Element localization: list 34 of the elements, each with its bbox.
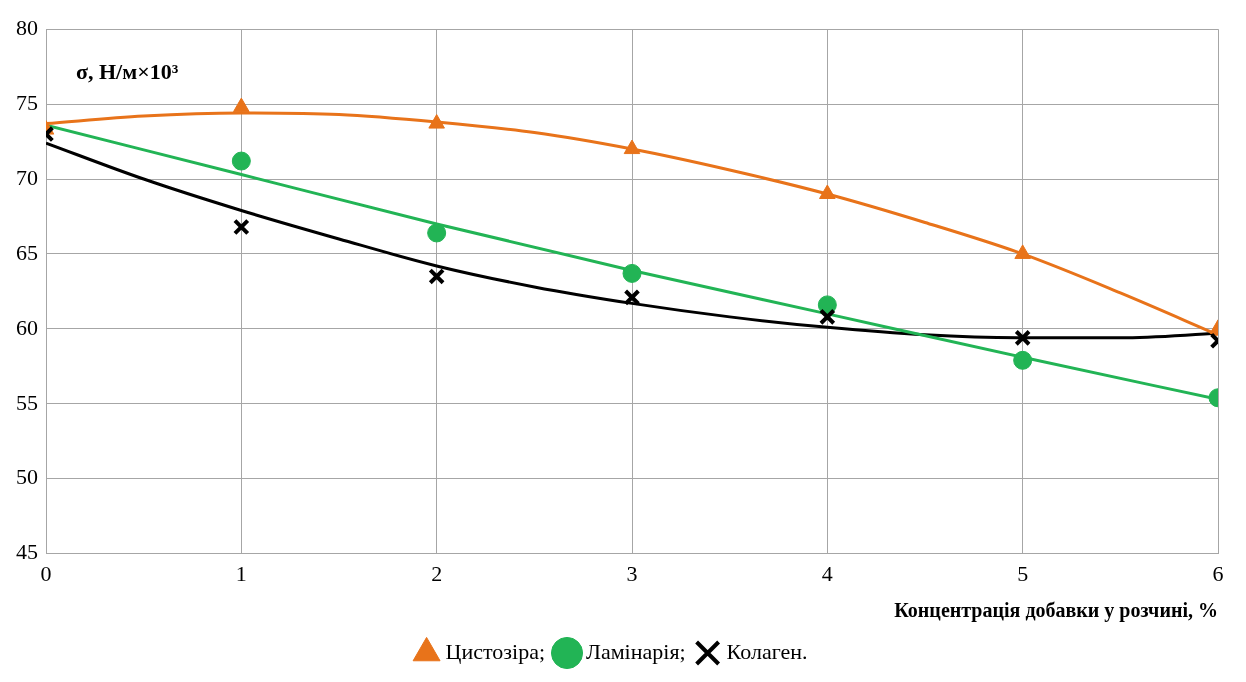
point [1014, 329, 1032, 347]
point [427, 223, 447, 243]
x-tick-label: 4 [821, 560, 833, 586]
point [428, 114, 445, 129]
y-tick-label: 65 [16, 239, 38, 265]
y-tick-label: 80 [16, 14, 38, 40]
point [232, 218, 250, 236]
legend-label: Ламінарія; [586, 638, 686, 664]
point [231, 151, 251, 171]
y-axis-title: σ, Н/м×10³ [76, 59, 179, 85]
y-tick-label: 75 [16, 89, 38, 115]
point [428, 268, 446, 285]
x-axis-title: Концентрація добавки у розчині, % [894, 599, 1218, 623]
x-tick-label: 3 [626, 560, 638, 586]
point [233, 97, 250, 113]
x-tick-label: 2 [431, 560, 443, 586]
y-tick-label: 50 [16, 464, 38, 490]
point [622, 263, 642, 283]
legend-label: Колаген. [726, 638, 808, 664]
y-tick-label: 60 [16, 314, 38, 340]
point [623, 139, 641, 155]
point [1013, 350, 1033, 370]
y-tick-label: 70 [16, 164, 38, 190]
legend-label: Цистозіра; [445, 638, 546, 664]
x-tick-label: 0 [40, 560, 52, 586]
point [623, 289, 641, 306]
y-tick-label: 55 [16, 389, 38, 415]
x-tick-label: 1 [235, 560, 247, 586]
x-tick-label: 6 [1212, 560, 1224, 586]
x-tick-label: 5 [1017, 560, 1029, 586]
point [818, 308, 836, 326]
y-tick-label: 45 [16, 539, 38, 565]
point [819, 184, 836, 200]
point [1014, 244, 1031, 259]
